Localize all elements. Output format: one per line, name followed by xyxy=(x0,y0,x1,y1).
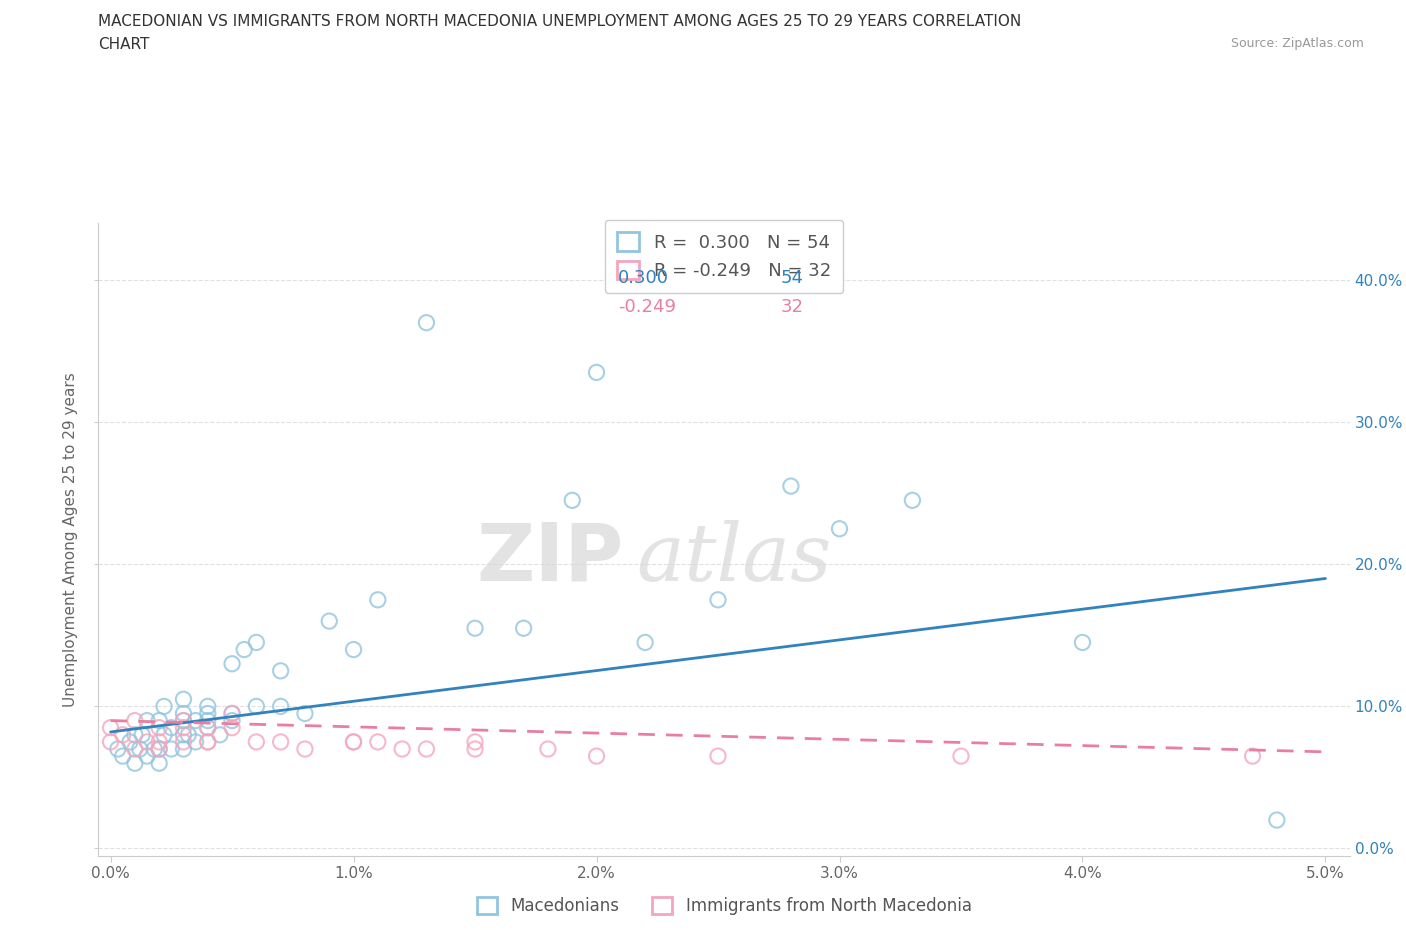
Y-axis label: Unemployment Among Ages 25 to 29 years: Unemployment Among Ages 25 to 29 years xyxy=(63,372,79,707)
Point xyxy=(100,720,122,735)
Point xyxy=(160,720,183,735)
Point xyxy=(294,741,316,756)
Point xyxy=(184,713,207,728)
Point xyxy=(221,706,243,721)
Point xyxy=(118,735,141,750)
Point xyxy=(177,727,200,742)
Point xyxy=(148,713,170,728)
Point xyxy=(367,592,389,607)
Point xyxy=(197,720,219,735)
Point xyxy=(136,749,159,764)
Point xyxy=(233,642,256,657)
Point xyxy=(197,706,219,721)
Point xyxy=(197,735,219,750)
Point xyxy=(148,741,170,756)
Point xyxy=(124,713,146,728)
Point xyxy=(901,493,924,508)
Text: MACEDONIAN VS IMMIGRANTS FROM NORTH MACEDONIA UNEMPLOYMENT AMONG AGES 25 TO 29 Y: MACEDONIAN VS IMMIGRANTS FROM NORTH MACE… xyxy=(98,14,1022,29)
Point xyxy=(828,522,851,537)
Point xyxy=(143,741,166,756)
Text: -0.249: -0.249 xyxy=(617,298,676,315)
Point xyxy=(949,749,972,764)
Point xyxy=(537,741,560,756)
Point xyxy=(342,642,364,657)
Text: 54: 54 xyxy=(780,269,803,287)
Point xyxy=(270,663,292,678)
Point xyxy=(245,735,267,750)
Point xyxy=(153,699,176,714)
Point xyxy=(172,692,194,707)
Text: 32: 32 xyxy=(780,298,803,315)
Point xyxy=(780,479,803,494)
Point xyxy=(124,756,146,771)
Point xyxy=(221,720,243,735)
Point xyxy=(512,621,534,636)
Point xyxy=(464,621,486,636)
Point xyxy=(464,741,486,756)
Point xyxy=(172,727,194,742)
Point xyxy=(415,315,437,330)
Point xyxy=(1265,813,1288,828)
Point xyxy=(561,493,583,508)
Point xyxy=(148,756,170,771)
Point xyxy=(707,592,730,607)
Point xyxy=(128,741,150,756)
Point xyxy=(415,741,437,756)
Point xyxy=(197,720,219,735)
Point xyxy=(124,727,146,742)
Point xyxy=(172,741,194,756)
Point xyxy=(270,735,292,750)
Point xyxy=(197,735,219,750)
Point xyxy=(197,699,219,714)
Point xyxy=(107,741,129,756)
Point xyxy=(221,706,243,721)
Point xyxy=(342,735,364,750)
Point xyxy=(153,727,176,742)
Point xyxy=(634,635,657,650)
Point xyxy=(172,706,194,721)
Point xyxy=(270,699,292,714)
Legend: Macedonians, Immigrants from North Macedonia: Macedonians, Immigrants from North Maced… xyxy=(468,888,980,923)
Point xyxy=(245,635,267,650)
Point xyxy=(172,713,194,728)
Point xyxy=(100,735,122,750)
Point xyxy=(585,365,607,379)
Point xyxy=(221,657,243,671)
Point xyxy=(245,699,267,714)
Text: ZIP: ZIP xyxy=(477,519,624,597)
Point xyxy=(367,735,389,750)
Point xyxy=(342,735,364,750)
Point xyxy=(160,741,183,756)
Point xyxy=(585,749,607,764)
Point xyxy=(148,735,170,750)
Point xyxy=(184,735,207,750)
Point xyxy=(111,749,134,764)
Point xyxy=(1071,635,1094,650)
Point xyxy=(464,735,486,750)
Point xyxy=(148,720,170,735)
Point xyxy=(208,727,231,742)
Point xyxy=(197,713,219,728)
Point xyxy=(318,614,340,629)
Text: 0.300: 0.300 xyxy=(617,269,669,287)
Point xyxy=(148,741,170,756)
Point xyxy=(136,713,159,728)
Text: Source: ZipAtlas.com: Source: ZipAtlas.com xyxy=(1230,37,1364,50)
Point xyxy=(1241,749,1264,764)
Point xyxy=(391,741,413,756)
Point xyxy=(172,720,194,735)
Point xyxy=(111,727,134,742)
Point xyxy=(172,735,194,750)
Point xyxy=(136,735,159,750)
Point xyxy=(221,713,243,728)
Point xyxy=(707,749,730,764)
Point xyxy=(294,706,316,721)
Point xyxy=(131,727,153,742)
Point xyxy=(172,713,194,728)
Text: atlas: atlas xyxy=(637,520,832,597)
Text: CHART: CHART xyxy=(98,37,150,52)
Point xyxy=(124,741,146,756)
